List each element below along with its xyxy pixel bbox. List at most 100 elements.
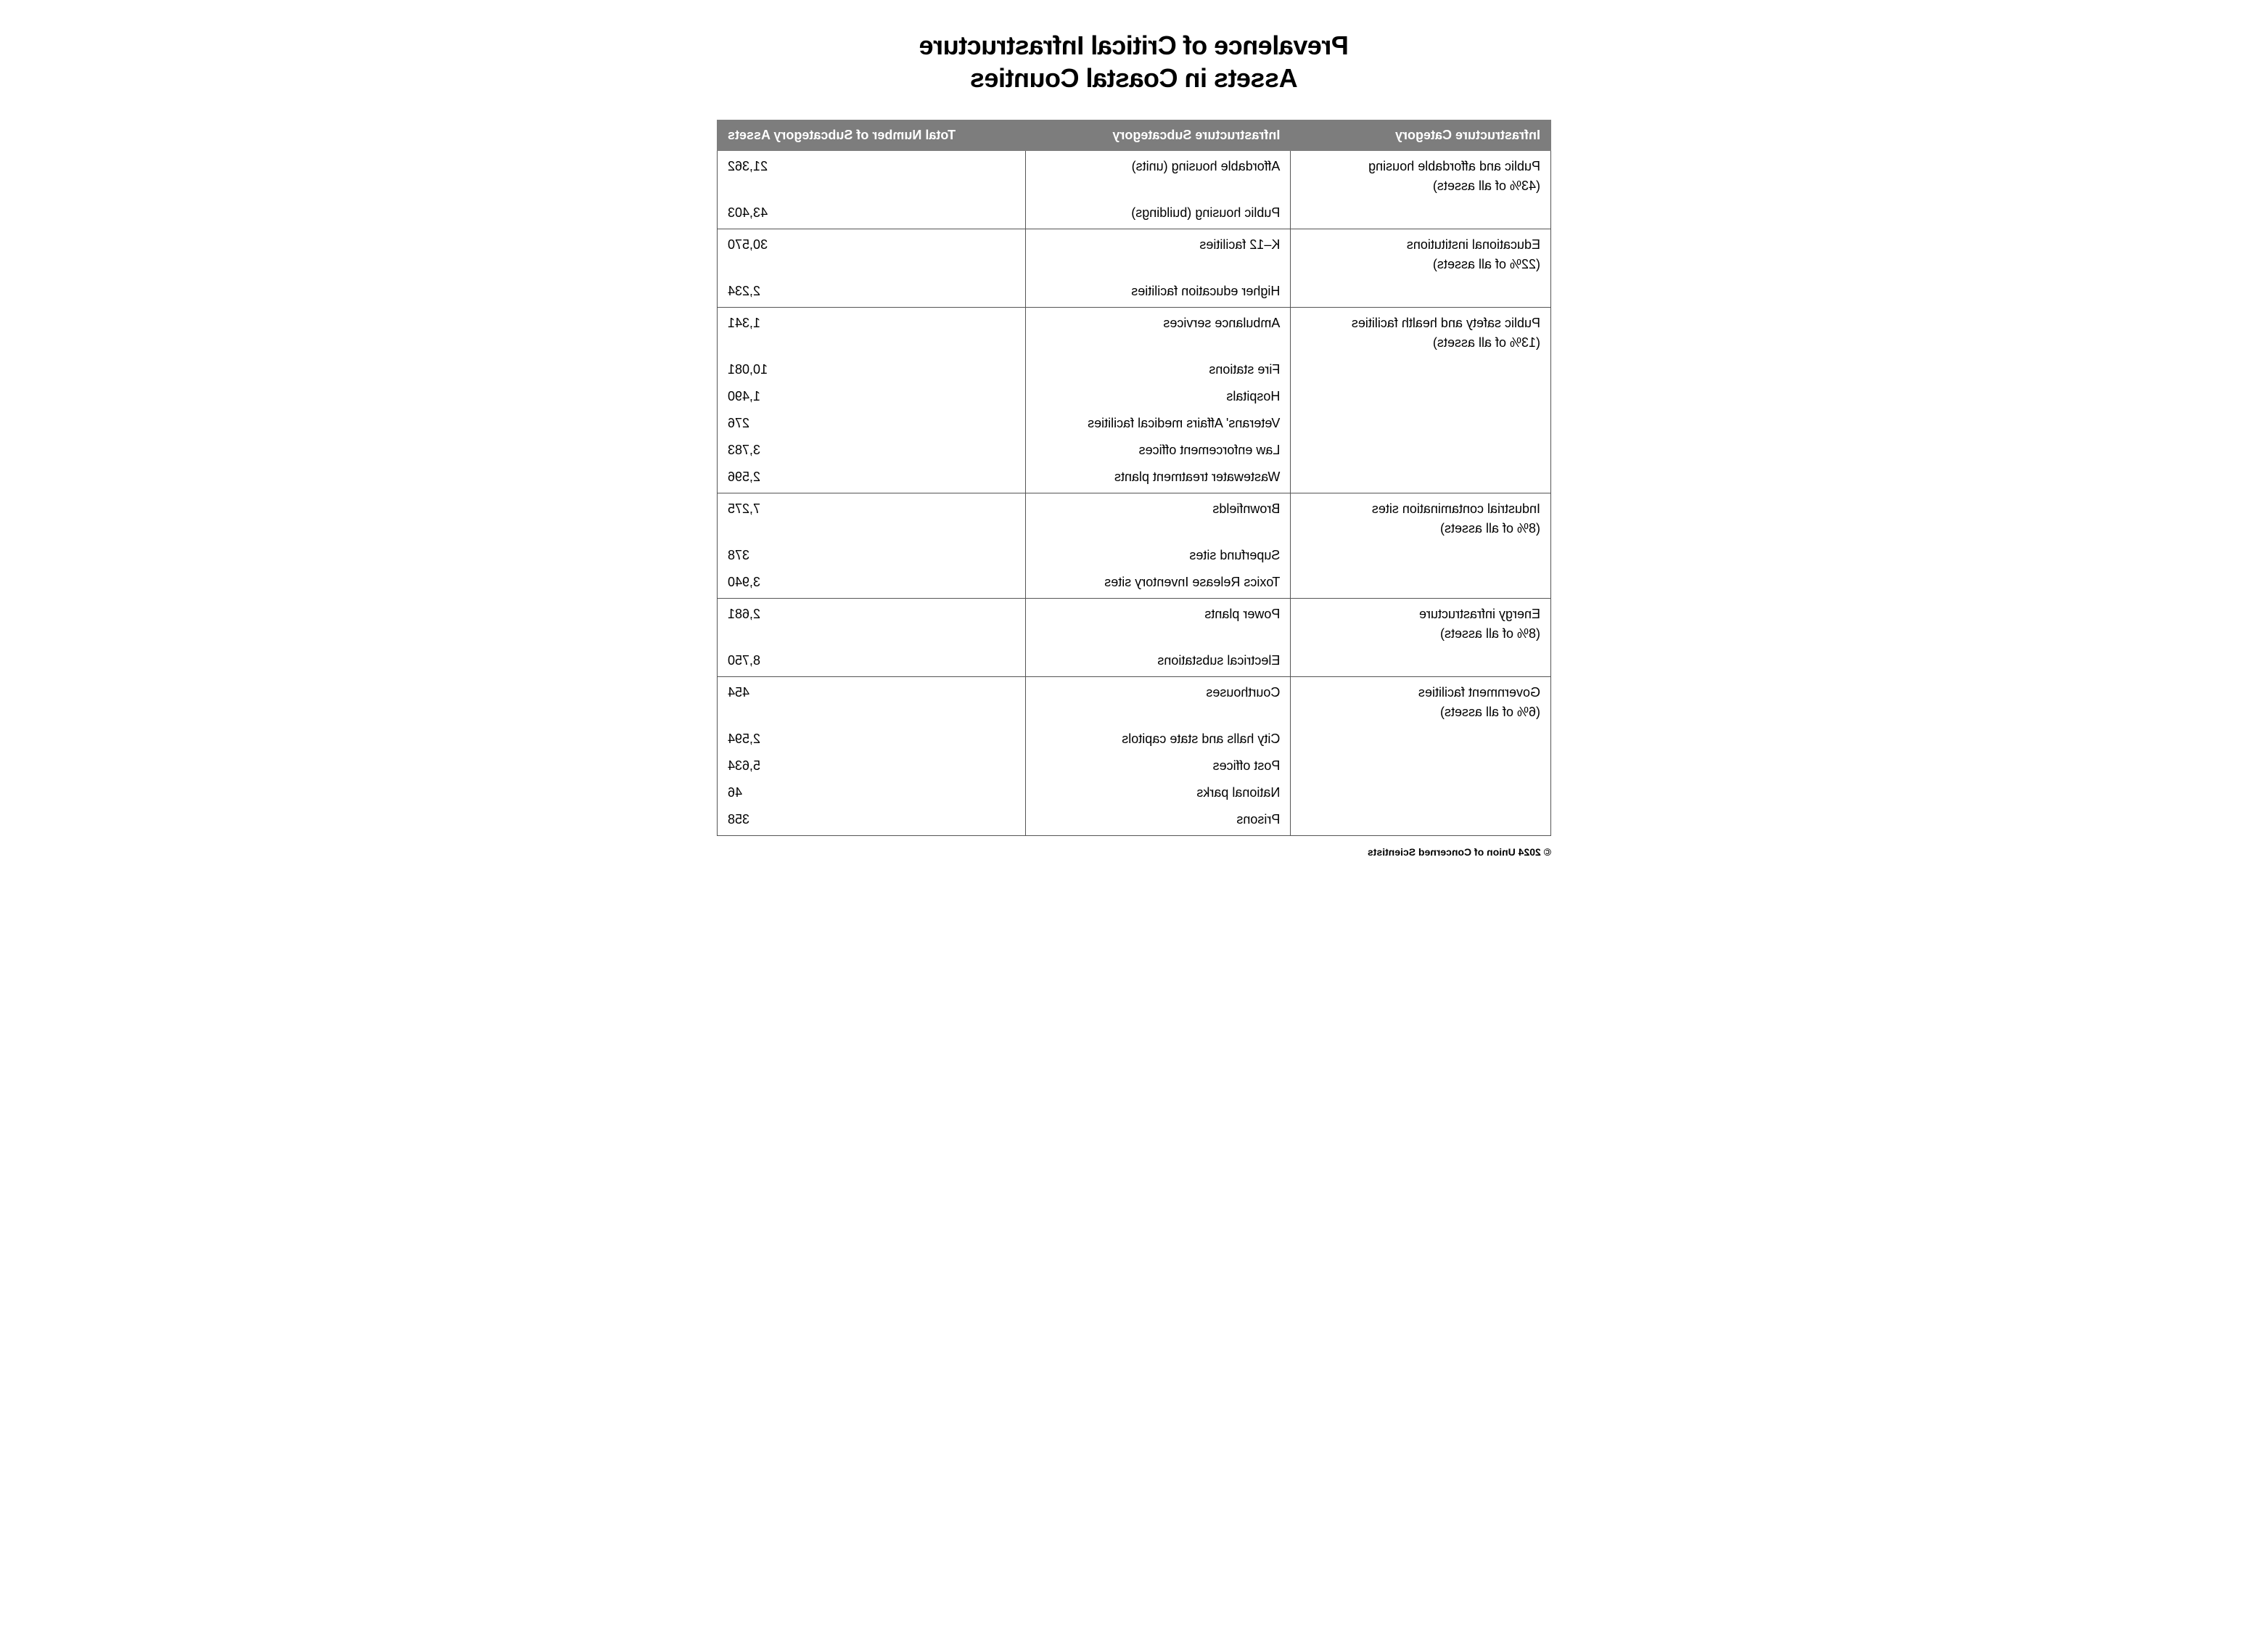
cell-subcategory: Toxics Release Inventory sites xyxy=(1026,569,1291,599)
table-row: Public safety and health facilities(13% … xyxy=(718,308,1551,357)
table-row: Prisons358 xyxy=(718,806,1551,836)
table-row: Public and affordable housing(43% of all… xyxy=(718,151,1551,200)
cell-subcategory: Electrical substations xyxy=(1026,647,1291,677)
table-head: Infrastructure Category Infrastructure S… xyxy=(718,120,1551,151)
cell-subcategory: Law enforcement offices xyxy=(1026,437,1291,464)
cell-total: 2,234 xyxy=(718,278,1026,308)
table-row: Government facilities(6% of all assets)C… xyxy=(718,677,1551,726)
cell-total: 1,490 xyxy=(718,383,1026,410)
header-row: Infrastructure Category Infrastructure S… xyxy=(718,120,1551,151)
table-row: Electrical substations8,750 xyxy=(718,647,1551,677)
category-name: Public and affordable housing xyxy=(1301,157,1540,176)
cell-category xyxy=(1291,806,1551,836)
category-pct: (8% of all assets) xyxy=(1301,519,1540,538)
category-pct: (6% of all assets) xyxy=(1301,702,1540,722)
table-row: Veterans' Affairs medical facilities276 xyxy=(718,410,1551,437)
cell-subcategory: Wastewater treatment plants xyxy=(1026,464,1291,493)
cell-subcategory: National parks xyxy=(1026,779,1291,806)
table-row: Superfund sites378 xyxy=(718,542,1551,569)
category-name: Industrial contamination sites xyxy=(1301,499,1540,519)
cell-subcategory: K–12 facilities xyxy=(1026,229,1291,279)
cell-category: Energy infrastructure(8% of all assets) xyxy=(1291,599,1551,648)
cell-total: 454 xyxy=(718,677,1026,726)
cell-total: 378 xyxy=(718,542,1026,569)
cell-subcategory: Fire stations xyxy=(1026,356,1291,383)
table-row: Hospitals1,490 xyxy=(718,383,1551,410)
cell-subcategory: Ambulance services xyxy=(1026,308,1291,357)
cell-total: 3,940 xyxy=(718,569,1026,599)
cell-category xyxy=(1291,569,1551,599)
table-body: Public and affordable housing(43% of all… xyxy=(718,151,1551,836)
table-row: Industrial contamination sites(8% of all… xyxy=(718,493,1551,543)
cell-category: Public and affordable housing(43% of all… xyxy=(1291,151,1551,200)
cell-category xyxy=(1291,779,1551,806)
cell-total: 276 xyxy=(718,410,1026,437)
cell-category xyxy=(1291,726,1551,753)
copyright-footer: © 2024 Union of Concerned Scientists xyxy=(717,846,1551,858)
cell-total: 358 xyxy=(718,806,1026,836)
table-row: Wastewater treatment plants2,596 xyxy=(718,464,1551,493)
page: Prevalence of Critical Infrastructure As… xyxy=(681,0,1587,872)
table-row: Public housing (buildings)43,403 xyxy=(718,200,1551,229)
category-name: Public safety and health facilities xyxy=(1301,313,1540,333)
cell-total: 5,634 xyxy=(718,753,1026,779)
category-pct: (22% of all assets) xyxy=(1301,255,1540,274)
table-row: Law enforcement offices3,783 xyxy=(718,437,1551,464)
cell-subcategory: Power plants xyxy=(1026,599,1291,648)
cell-total: 8,750 xyxy=(718,647,1026,677)
category-name: Energy infrastructure xyxy=(1301,605,1540,624)
cell-category xyxy=(1291,356,1551,383)
cell-category xyxy=(1291,383,1551,410)
cell-category xyxy=(1291,647,1551,677)
cell-category xyxy=(1291,464,1551,493)
table-row: Fire stations10,081 xyxy=(718,356,1551,383)
cell-total: 7,275 xyxy=(718,493,1026,543)
cell-category: Educational institutions(22% of all asse… xyxy=(1291,229,1551,279)
category-pct: (43% of all assets) xyxy=(1301,176,1540,196)
cell-total: 1,341 xyxy=(718,308,1026,357)
table-row: Energy infrastructure(8% of all assets)P… xyxy=(718,599,1551,648)
cell-total: 30,570 xyxy=(718,229,1026,279)
cell-subcategory: Veterans' Affairs medical facilities xyxy=(1026,410,1291,437)
cell-category xyxy=(1291,437,1551,464)
table-row: Post offices5,634 xyxy=(718,753,1551,779)
cell-category: Government facilities(6% of all assets) xyxy=(1291,677,1551,726)
cell-total: 2,594 xyxy=(718,726,1026,753)
cell-subcategory: Courthouses xyxy=(1026,677,1291,726)
cell-total: 43,403 xyxy=(718,200,1026,229)
title-line-2: Assets in Coastal Counties xyxy=(970,63,1297,93)
cell-total: 21,362 xyxy=(718,151,1026,200)
cell-total: 10,081 xyxy=(718,356,1026,383)
cell-category xyxy=(1291,753,1551,779)
cell-subcategory: Prisons xyxy=(1026,806,1291,836)
assets-table: Infrastructure Category Infrastructure S… xyxy=(717,120,1551,836)
cell-total: 3,783 xyxy=(718,437,1026,464)
cell-subcategory: Hospitals xyxy=(1026,383,1291,410)
table-row: City halls and state capitols2,594 xyxy=(718,726,1551,753)
table-row: Toxics Release Inventory sites3,940 xyxy=(718,569,1551,599)
category-name: Government facilities xyxy=(1301,683,1540,702)
category-pct: (13% of all assets) xyxy=(1301,333,1540,353)
cell-total: 2,681 xyxy=(718,599,1026,648)
page-title: Prevalence of Critical Infrastructure As… xyxy=(717,29,1551,94)
category-pct: (8% of all assets) xyxy=(1301,624,1540,644)
cell-total: 46 xyxy=(718,779,1026,806)
col-total: Total Number of Subcategory Assets xyxy=(718,120,1026,151)
table-row: Educational institutions(22% of all asse… xyxy=(718,229,1551,279)
cell-category xyxy=(1291,410,1551,437)
col-category: Infrastructure Category xyxy=(1291,120,1551,151)
table-row: National parks46 xyxy=(718,779,1551,806)
cell-category xyxy=(1291,200,1551,229)
cell-total: 2,596 xyxy=(718,464,1026,493)
cell-category: Industrial contamination sites(8% of all… xyxy=(1291,493,1551,543)
cell-category xyxy=(1291,542,1551,569)
title-line-1: Prevalence of Critical Infrastructure xyxy=(919,30,1349,60)
cell-subcategory: Affordable housing (units) xyxy=(1026,151,1291,200)
cell-subcategory: Higher education facilities xyxy=(1026,278,1291,308)
cell-subcategory: Public housing (buildings) xyxy=(1026,200,1291,229)
table-row: Higher education facilities2,234 xyxy=(718,278,1551,308)
cell-subcategory: Post offices xyxy=(1026,753,1291,779)
cell-subcategory: Brownfields xyxy=(1026,493,1291,543)
cell-category xyxy=(1291,278,1551,308)
cell-subcategory: City halls and state capitols xyxy=(1026,726,1291,753)
